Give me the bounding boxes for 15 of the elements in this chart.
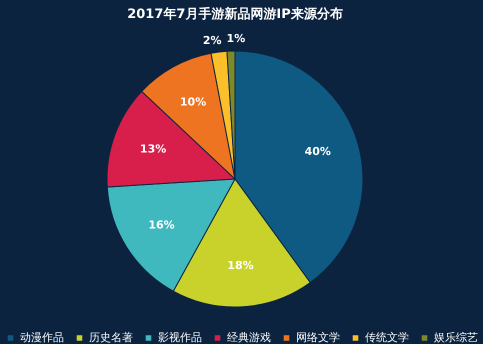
legend-label: 动漫作品 (20, 330, 64, 344)
legend-label: 网络文学 (296, 330, 340, 344)
legend-label: 传统文学 (365, 330, 409, 344)
data-label: 1% (226, 32, 246, 46)
data-label: 16% (148, 218, 175, 232)
data-label: 18% (227, 258, 254, 272)
legend-label: 影视作品 (158, 330, 202, 344)
legend-label: 娱乐综艺 (434, 330, 478, 344)
data-label: 10% (180, 96, 206, 109)
data-label: 13% (140, 142, 166, 156)
chart-title: 2017年7月手游新品网游IP来源分布 (127, 6, 343, 22)
data-label: 2% (202, 34, 222, 47)
data-label: 40% (304, 145, 331, 158)
legend-label: 历史名著 (89, 330, 133, 344)
legend-label: 经典游戏 (227, 330, 271, 344)
